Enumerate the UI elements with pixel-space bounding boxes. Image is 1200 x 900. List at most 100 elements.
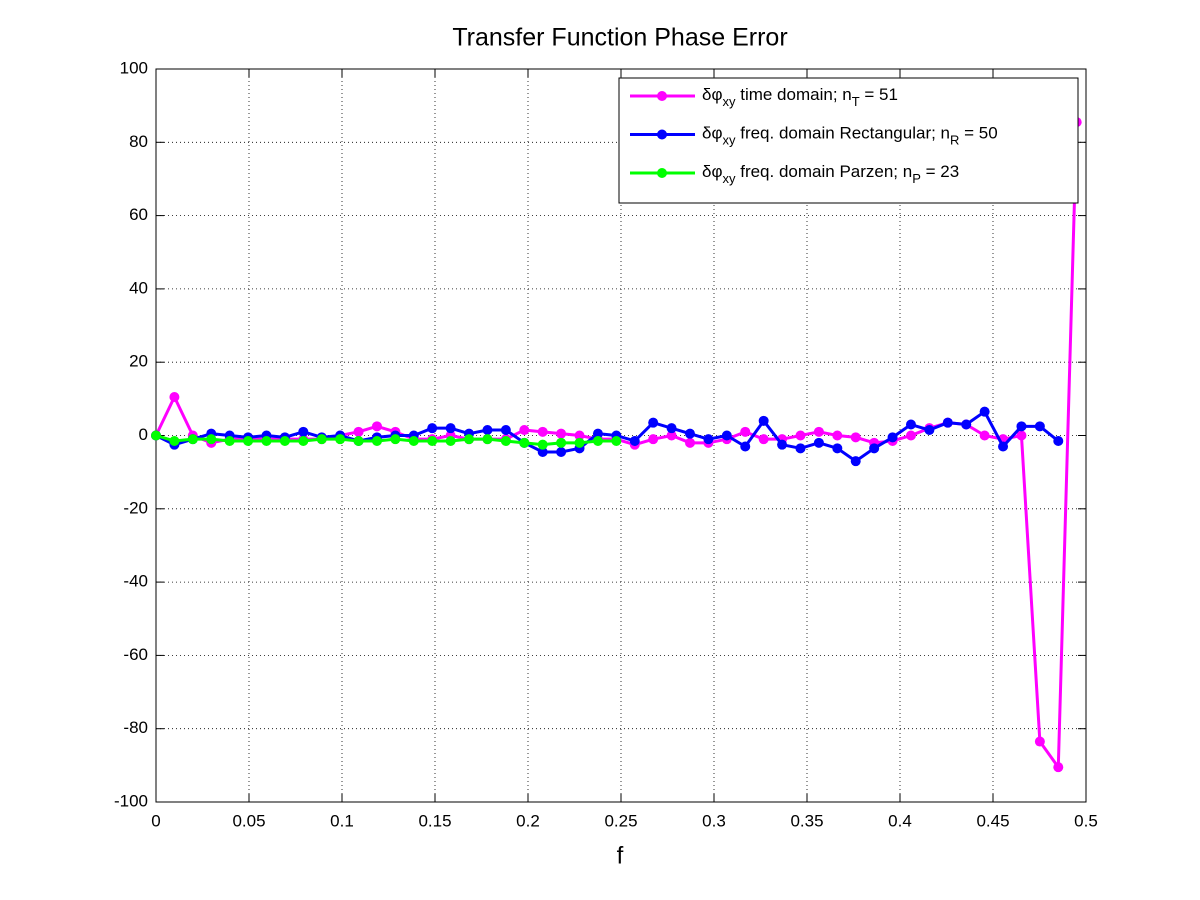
data-point [427, 435, 438, 446]
y-tick-label: 60 [129, 205, 148, 224]
data-point [482, 425, 493, 436]
data-point [445, 435, 456, 446]
data-point [740, 441, 751, 452]
data-point [187, 434, 198, 445]
y-tick-label: -60 [123, 645, 148, 664]
data-point [777, 439, 788, 450]
legend-marker [657, 168, 667, 178]
data-point [740, 426, 751, 437]
data-point [482, 434, 493, 445]
data-point [648, 434, 659, 445]
data-point [924, 425, 935, 436]
legend-subscript: xy [723, 133, 737, 148]
legend-text: δφ [702, 85, 723, 104]
data-point [1053, 435, 1064, 446]
data-point [666, 430, 677, 441]
x-tick-label: 0.35 [790, 811, 823, 830]
data-point [813, 426, 824, 437]
data-point [1034, 736, 1045, 747]
legend-marker [657, 129, 667, 140]
data-point [942, 417, 953, 428]
y-tick-label: -20 [123, 498, 148, 517]
data-point [408, 435, 419, 446]
x-tick-label: 0.25 [604, 811, 637, 830]
data-point [151, 430, 161, 441]
y-tick-label: 80 [129, 132, 148, 151]
data-point [261, 435, 272, 446]
data-point [832, 430, 843, 441]
data-point [850, 456, 861, 467]
data-point [905, 430, 916, 441]
data-point [574, 437, 585, 448]
legend-text: freq. domain Parzen; n [736, 162, 913, 181]
data-point [537, 439, 548, 450]
legend-text: = 51 [860, 85, 898, 104]
legend-text: = 23 [921, 162, 959, 181]
data-point [537, 446, 548, 457]
data-point [556, 446, 567, 457]
data-point [353, 426, 364, 437]
data-point [979, 430, 990, 441]
legend-marker [657, 91, 667, 101]
legend-subscript: xy [723, 171, 737, 186]
data-point [758, 415, 769, 426]
x-tick-label: 0.2 [516, 811, 540, 830]
y-tick-label: 0 [139, 425, 148, 444]
data-point [316, 434, 327, 445]
data-point [721, 430, 732, 441]
data-point [224, 435, 235, 446]
data-point [556, 437, 567, 448]
data-point [445, 423, 456, 434]
data-point [279, 435, 290, 446]
data-point [464, 434, 475, 445]
x-axis-label: f [617, 842, 624, 869]
data-point [298, 435, 309, 446]
legend-text: time domain; n [736, 85, 852, 104]
data-point [961, 419, 972, 430]
data-point [629, 435, 640, 446]
y-tick-label: -40 [123, 572, 148, 591]
data-point [519, 437, 530, 448]
x-tick-label: 0.15 [418, 811, 451, 830]
data-point [685, 428, 696, 439]
data-point [905, 419, 916, 430]
data-point [169, 435, 180, 446]
data-point [813, 437, 824, 448]
y-tick-label: 100 [120, 58, 148, 77]
data-point [390, 434, 401, 445]
data-point [519, 425, 530, 436]
data-point [335, 434, 346, 445]
data-point [685, 437, 696, 448]
data-point [169, 392, 180, 403]
y-tick-label: -80 [123, 718, 148, 737]
data-point [795, 430, 806, 441]
data-point [371, 435, 382, 446]
data-point [1016, 430, 1027, 441]
y-tick-label: 40 [129, 278, 148, 297]
data-point [1053, 762, 1064, 773]
data-point [243, 435, 254, 446]
legend-subscript: xy [723, 94, 737, 109]
legend-text: δφ [702, 124, 723, 143]
data-point [592, 428, 603, 439]
x-tick-label: 0.1 [330, 811, 354, 830]
legend-box [618, 77, 1079, 204]
x-tick-label: 0.3 [702, 811, 726, 830]
legend-label: δφxy freq. domain Parzen; nP = 23 [702, 162, 959, 186]
data-point [592, 435, 603, 446]
data-point [1016, 421, 1027, 432]
x-tick-label: 0.5 [1074, 811, 1098, 830]
data-point [611, 435, 622, 446]
data-point [703, 434, 714, 445]
legend-subscript: R [950, 133, 959, 148]
legend-label: δφxy freq. domain Rectangular; nR = 50 [702, 124, 998, 148]
data-point [869, 443, 880, 454]
x-tick-label: 0.4 [888, 811, 912, 830]
data-point [537, 426, 548, 437]
legend-text: freq. domain Rectangular; n [736, 124, 951, 143]
data-point [887, 432, 898, 443]
legend-subscript: P [912, 171, 921, 186]
data-point [795, 443, 806, 454]
